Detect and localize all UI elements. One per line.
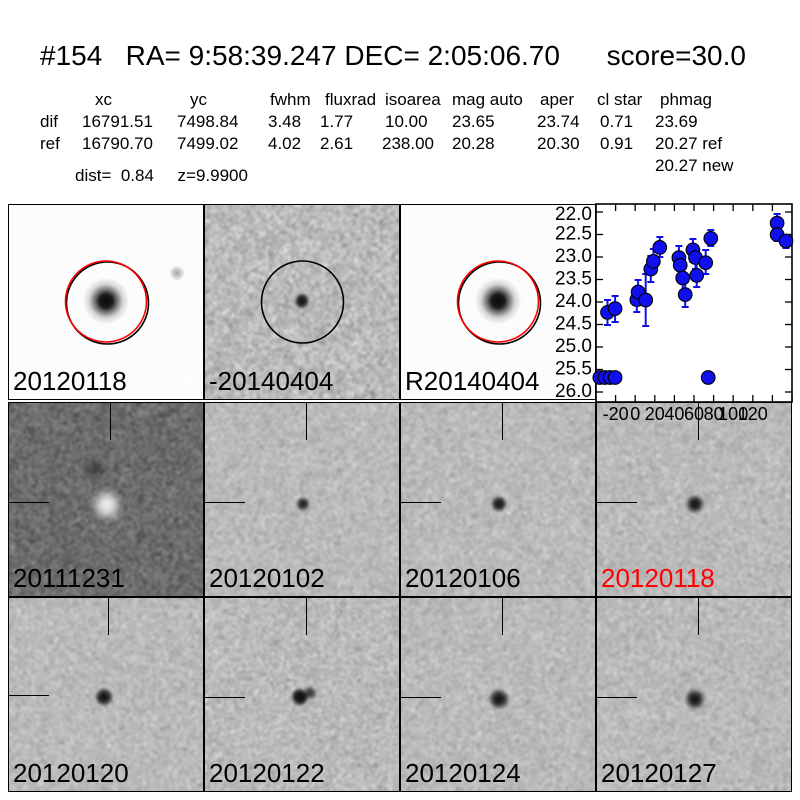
svg-text:-20: -20	[603, 404, 629, 424]
svg-text:22.5: 22.5	[555, 224, 592, 245]
svg-text:60: 60	[684, 404, 704, 424]
svg-text:24.5: 24.5	[555, 314, 592, 335]
svg-text:20: 20	[645, 404, 665, 424]
svg-text:22.0: 22.0	[555, 204, 592, 225]
svg-text:26.0: 26.0	[555, 381, 592, 402]
svg-text:23.0: 23.0	[555, 246, 592, 267]
svg-text:25.5: 25.5	[555, 359, 592, 380]
svg-text:25.0: 25.0	[555, 336, 592, 357]
svg-text:0: 0	[630, 404, 640, 424]
svg-text:120: 120	[738, 404, 768, 424]
svg-text:23.5: 23.5	[555, 269, 592, 290]
svg-text:40: 40	[664, 404, 684, 424]
svg-text:24.0: 24.0	[555, 291, 592, 312]
